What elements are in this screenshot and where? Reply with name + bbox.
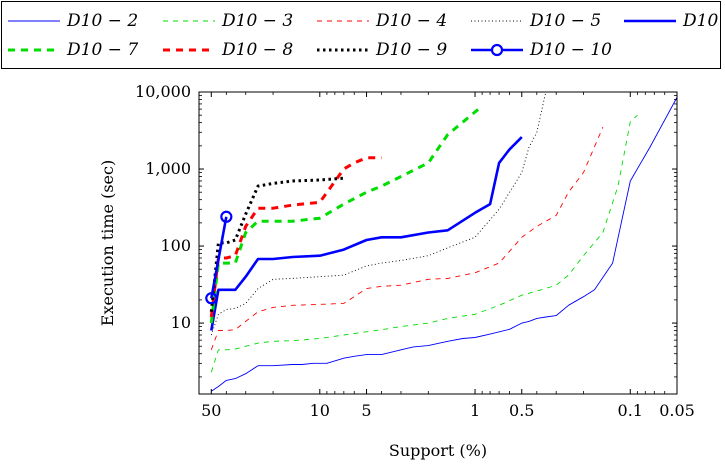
legend-item-8: D10 − 9 — [315, 37, 447, 63]
x-tick-label: 0.1 — [618, 401, 643, 420]
legend-swatch-5 — [624, 19, 676, 23]
x-tick-label: 10 — [310, 401, 330, 420]
legend-item-5: D10 − 6 — [622, 8, 725, 34]
plot-frame — [198, 91, 678, 395]
series-line-2 — [210, 114, 638, 373]
x-tick-label: 0.5 — [509, 401, 534, 420]
legend-label-3: D10 − 4 — [376, 11, 448, 31]
x-axis-title: Support (%) — [389, 441, 487, 460]
legend-item-1: D10 − 2 — [6, 8, 138, 34]
series-line-5 — [210, 136, 523, 331]
series-line-1 — [211, 97, 678, 392]
x-tick-label: 5 — [361, 401, 371, 420]
legend-swatch-1 — [8, 20, 60, 22]
series-point-9 — [220, 210, 233, 223]
y-tick-label: 10,000 — [135, 82, 191, 101]
series-line-4 — [210, 91, 547, 336]
legend: D10 − 2 D10 − 3 D10 − 4 D10 − 5 D10 − 6 D10 −… — [1, 1, 725, 69]
legend-label-9: D10 − 10 — [530, 40, 612, 60]
legend-item-3: D10 − 4 — [315, 8, 447, 34]
series-line-6 — [209, 107, 480, 324]
series-layer — [205, 91, 678, 392]
series-line-9 — [210, 216, 228, 299]
y-axis-title: Execution time (sec) — [98, 160, 117, 326]
y-tick-label: 10 — [171, 313, 191, 332]
legend-swatch-7 — [163, 48, 215, 52]
legend-item-6: D10 − 7 — [6, 37, 138, 63]
series-line-3 — [210, 126, 604, 350]
legend-label-5: D10 − 6 — [683, 11, 725, 31]
legend-label-6: D10 − 7 — [67, 40, 139, 60]
legend-swatch-6 — [8, 48, 60, 52]
legend-label-7: D10 − 8 — [222, 40, 294, 60]
legend-item-4: D10 − 5 — [469, 8, 601, 34]
legend-swatch-9 — [471, 43, 523, 57]
legend-swatch-8 — [317, 48, 369, 52]
legend-swatch-2 — [163, 20, 215, 22]
legend-item-2: D10 − 3 — [161, 8, 293, 34]
legend-label-4: D10 − 5 — [530, 11, 602, 31]
y-tick-label: 1,000 — [145, 159, 191, 178]
legend-swatch-3 — [317, 20, 369, 22]
x-tick-label: 1 — [470, 401, 480, 420]
series-line-7 — [209, 156, 382, 318]
x-tick-label: 0.05 — [659, 401, 695, 420]
legend-label-8: D10 − 9 — [376, 40, 448, 60]
x-tick-label: 50 — [201, 401, 221, 420]
legend-label-1: D10 − 2 — [67, 11, 139, 31]
series-point-9 — [205, 292, 218, 305]
legend-item-7: D10 − 8 — [161, 37, 293, 63]
legend-item-9: D10 − 10 — [469, 37, 612, 63]
y-tick-label: 100 — [160, 236, 191, 255]
legend-label-2: D10 − 3 — [222, 11, 294, 31]
axes-layer: 50 10 5 1 0.5 0.1 0.05 10 100 1,000 10,000 — [135, 82, 695, 420]
